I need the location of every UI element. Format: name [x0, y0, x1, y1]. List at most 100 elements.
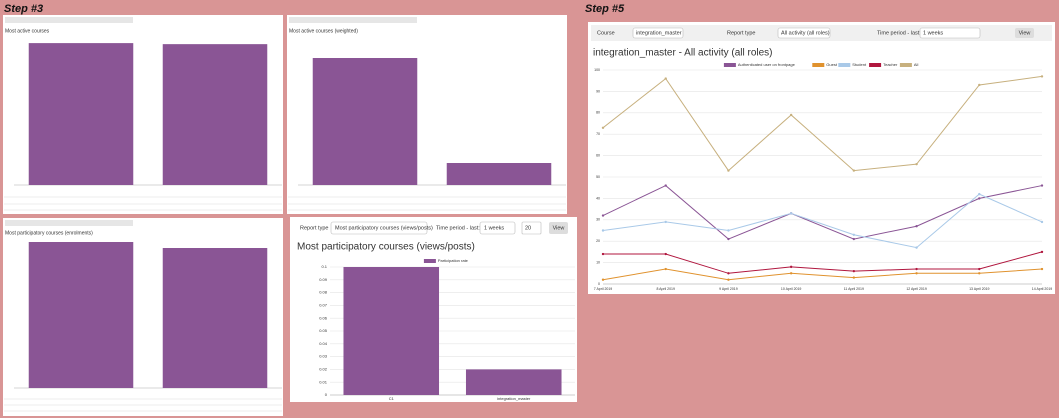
point	[601, 229, 605, 232]
bar	[343, 267, 440, 395]
point	[852, 233, 856, 236]
select[interactable]	[479, 221, 516, 235]
point	[915, 246, 918, 249]
point	[789, 113, 793, 117]
y-tick-label: 0.02	[319, 366, 328, 371]
line-series	[602, 75, 1043, 172]
point	[727, 229, 730, 232]
x-tick-label: 8 April 2019	[656, 287, 675, 291]
input-text[interactable]: 20	[525, 225, 531, 231]
y-tick-label: 0.08	[319, 290, 328, 295]
button-text[interactable]: View	[553, 225, 565, 231]
point	[978, 267, 981, 271]
input[interactable]	[521, 221, 542, 235]
select-text[interactable]: 1 weeks	[484, 225, 504, 231]
y-tick-label: 0.06	[319, 315, 328, 320]
y-tick-label: 30	[596, 218, 600, 222]
y-tick-label: 0.01	[319, 379, 328, 384]
legend-swatch	[838, 63, 851, 67]
point	[852, 269, 856, 273]
step-label: Step #5	[585, 3, 625, 15]
point	[978, 197, 981, 200]
point	[1040, 75, 1044, 78]
bar	[162, 44, 268, 186]
y-tick-label: 20	[596, 239, 600, 243]
point	[978, 192, 981, 196]
legend-label: Student	[852, 62, 867, 67]
point	[601, 278, 605, 281]
point	[727, 272, 730, 275]
legend-swatch	[423, 259, 436, 263]
x-tick-label: 9 April 2019	[719, 287, 738, 291]
select[interactable]	[919, 27, 981, 39]
select[interactable]	[330, 221, 428, 235]
point	[727, 278, 730, 281]
select-text[interactable]: Most participatory courses (views/posts)	[335, 225, 433, 231]
line-series	[603, 251, 1043, 274]
point	[601, 214, 605, 217]
x-tick-label: 11 April 2019	[844, 287, 864, 291]
x-tick-label: 14 April 2019	[1032, 287, 1052, 291]
y-tick-label: 40	[596, 196, 600, 200]
point	[978, 83, 981, 87]
line-series	[602, 268, 1043, 281]
x-tick-label: 13 April 2019	[969, 287, 989, 291]
legend-swatch	[869, 63, 882, 67]
y-tick-label: 50	[596, 175, 600, 179]
point	[1040, 250, 1044, 254]
label: Course	[597, 30, 615, 36]
x-tick-label: 7 April 2019	[594, 287, 613, 291]
button[interactable]	[1015, 28, 1034, 38]
button-text[interactable]: View	[1019, 30, 1031, 36]
line-series	[602, 193, 1043, 249]
point	[915, 225, 918, 228]
legend-label: Guest	[826, 62, 838, 67]
point	[664, 184, 667, 187]
y-tick-label: 0.07	[319, 302, 328, 307]
legend-swatch	[723, 63, 736, 67]
participation-form: Report type Most participatory courses (…	[300, 221, 568, 235]
y-tick-label: 0.09	[319, 277, 328, 282]
legend-label: Teacher	[883, 62, 898, 67]
activity-form: Course integration_master Report type Al…	[591, 25, 1052, 41]
point	[601, 252, 605, 256]
x-tick-label: integration_master	[497, 396, 531, 401]
chart-title: Most participatory courses (enrolments)	[5, 230, 93, 236]
mini-table	[4, 196, 566, 412]
select-text[interactable]: 1 weeks	[923, 30, 943, 36]
y-tick-label: 80	[596, 111, 600, 115]
bar	[446, 163, 552, 185]
bar	[28, 43, 134, 185]
select[interactable]	[632, 27, 684, 39]
panel	[588, 22, 1055, 294]
button[interactable]	[549, 222, 568, 234]
point	[1040, 184, 1044, 187]
point	[789, 272, 793, 275]
x-tick-label: 10 April 2019	[781, 287, 801, 291]
select-text[interactable]: All activity (all roles)	[781, 30, 830, 36]
label: Report type	[300, 225, 328, 231]
select-text[interactable]: integration_master	[636, 30, 682, 36]
point	[789, 265, 793, 269]
point	[727, 169, 730, 172]
y-tick-label: 70	[596, 132, 600, 136]
y-tick-label: 0	[325, 392, 328, 397]
chart-title: Most participatory courses (views/posts)	[297, 242, 475, 253]
y-tick-label: 60	[596, 154, 600, 158]
point	[852, 169, 856, 172]
point	[789, 212, 793, 215]
legend-label: All	[914, 62, 919, 67]
bar	[162, 248, 268, 388]
chart-title: integration_master - All activity (all r…	[593, 48, 773, 59]
legend-swatch	[899, 63, 912, 67]
point	[1040, 220, 1044, 224]
point	[852, 276, 856, 279]
point	[664, 267, 667, 271]
bar	[28, 242, 134, 388]
y-tick-label: 90	[596, 89, 600, 93]
legend-label: Participation rate	[438, 258, 469, 263]
select[interactable]	[777, 27, 831, 39]
y-tick-label: 10	[596, 261, 600, 265]
